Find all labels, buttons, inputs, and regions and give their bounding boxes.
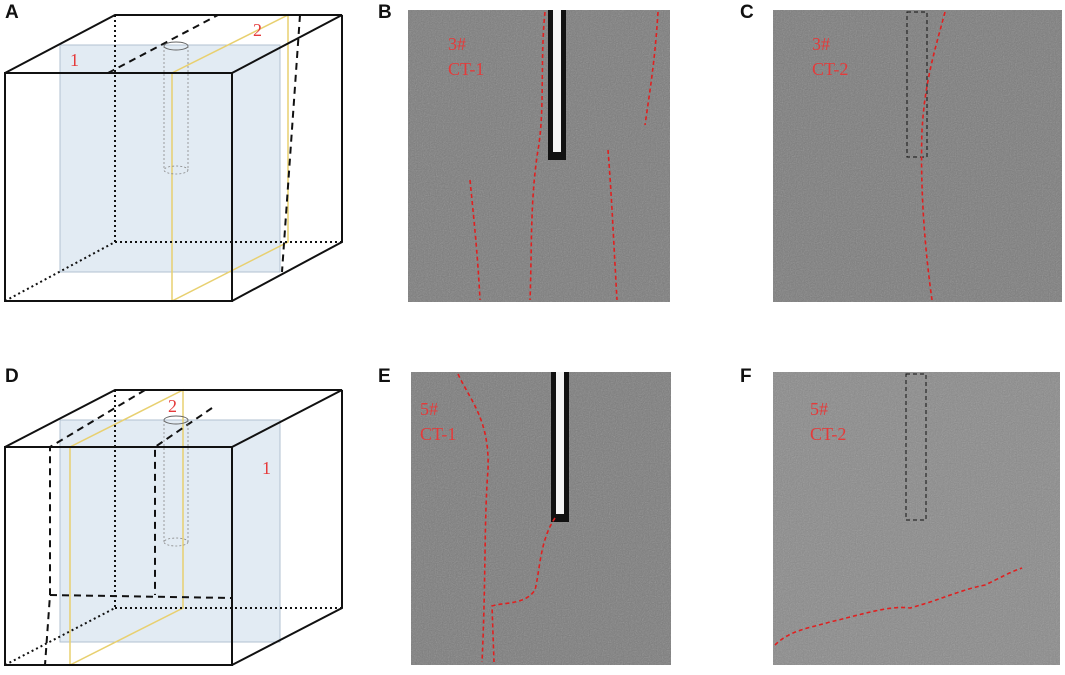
scan-label: CT-2 xyxy=(810,424,846,444)
crack-line xyxy=(44,389,146,666)
edge xyxy=(4,607,116,666)
edge xyxy=(231,390,343,666)
crack-line xyxy=(107,14,219,74)
ct-noise xyxy=(408,10,670,302)
sample-label: 3# xyxy=(812,34,830,54)
crack xyxy=(491,517,556,663)
borehole-outline xyxy=(906,11,928,158)
borehole xyxy=(163,165,189,175)
plane-1 xyxy=(59,44,281,273)
sample-label: 5# xyxy=(420,399,438,419)
panel-label: B xyxy=(378,2,392,23)
panel-label: F xyxy=(740,366,752,387)
edge xyxy=(231,15,343,302)
panel-label: C xyxy=(740,2,754,23)
crack xyxy=(607,149,618,301)
sample-label: 5# xyxy=(810,399,828,419)
panel-label: E xyxy=(378,366,391,387)
marker: 2 xyxy=(168,396,177,416)
crack xyxy=(469,179,481,301)
cube-d: 1 2 xyxy=(4,388,343,667)
rod xyxy=(556,372,564,514)
crack xyxy=(457,373,489,663)
edge xyxy=(4,241,116,302)
plane-2 xyxy=(69,388,184,667)
panel-label: D xyxy=(5,366,19,387)
cube-a: 1 2 xyxy=(4,13,343,303)
scan-label: CT-1 xyxy=(420,424,456,444)
marker: 1 xyxy=(70,50,79,70)
rod xyxy=(553,10,561,152)
marker: 2 xyxy=(253,20,262,40)
front-face xyxy=(4,446,233,666)
crack xyxy=(920,11,946,301)
ct-image-f: 5# CT-2 xyxy=(773,372,1060,665)
crack-line xyxy=(49,594,233,599)
borehole-outline xyxy=(905,373,927,521)
scan-label: CT-2 xyxy=(812,59,848,79)
panel-label: A xyxy=(5,2,19,23)
front-face xyxy=(4,72,233,302)
crack xyxy=(774,567,1023,646)
crack xyxy=(644,11,659,126)
plane-2 xyxy=(171,13,289,303)
ct-image-c: 3# CT-2 xyxy=(773,10,1062,302)
crack-line xyxy=(281,14,301,273)
ct-noise xyxy=(411,372,671,665)
ct-image-e: 5# CT-1 xyxy=(411,372,671,665)
ct-noise xyxy=(773,10,1062,302)
sample-label: 3# xyxy=(448,34,466,54)
marker: 1 xyxy=(262,458,271,478)
scan-label: CT-1 xyxy=(448,59,484,79)
ct-noise xyxy=(773,372,1060,665)
ct-image-b: 3# CT-1 xyxy=(408,10,670,302)
